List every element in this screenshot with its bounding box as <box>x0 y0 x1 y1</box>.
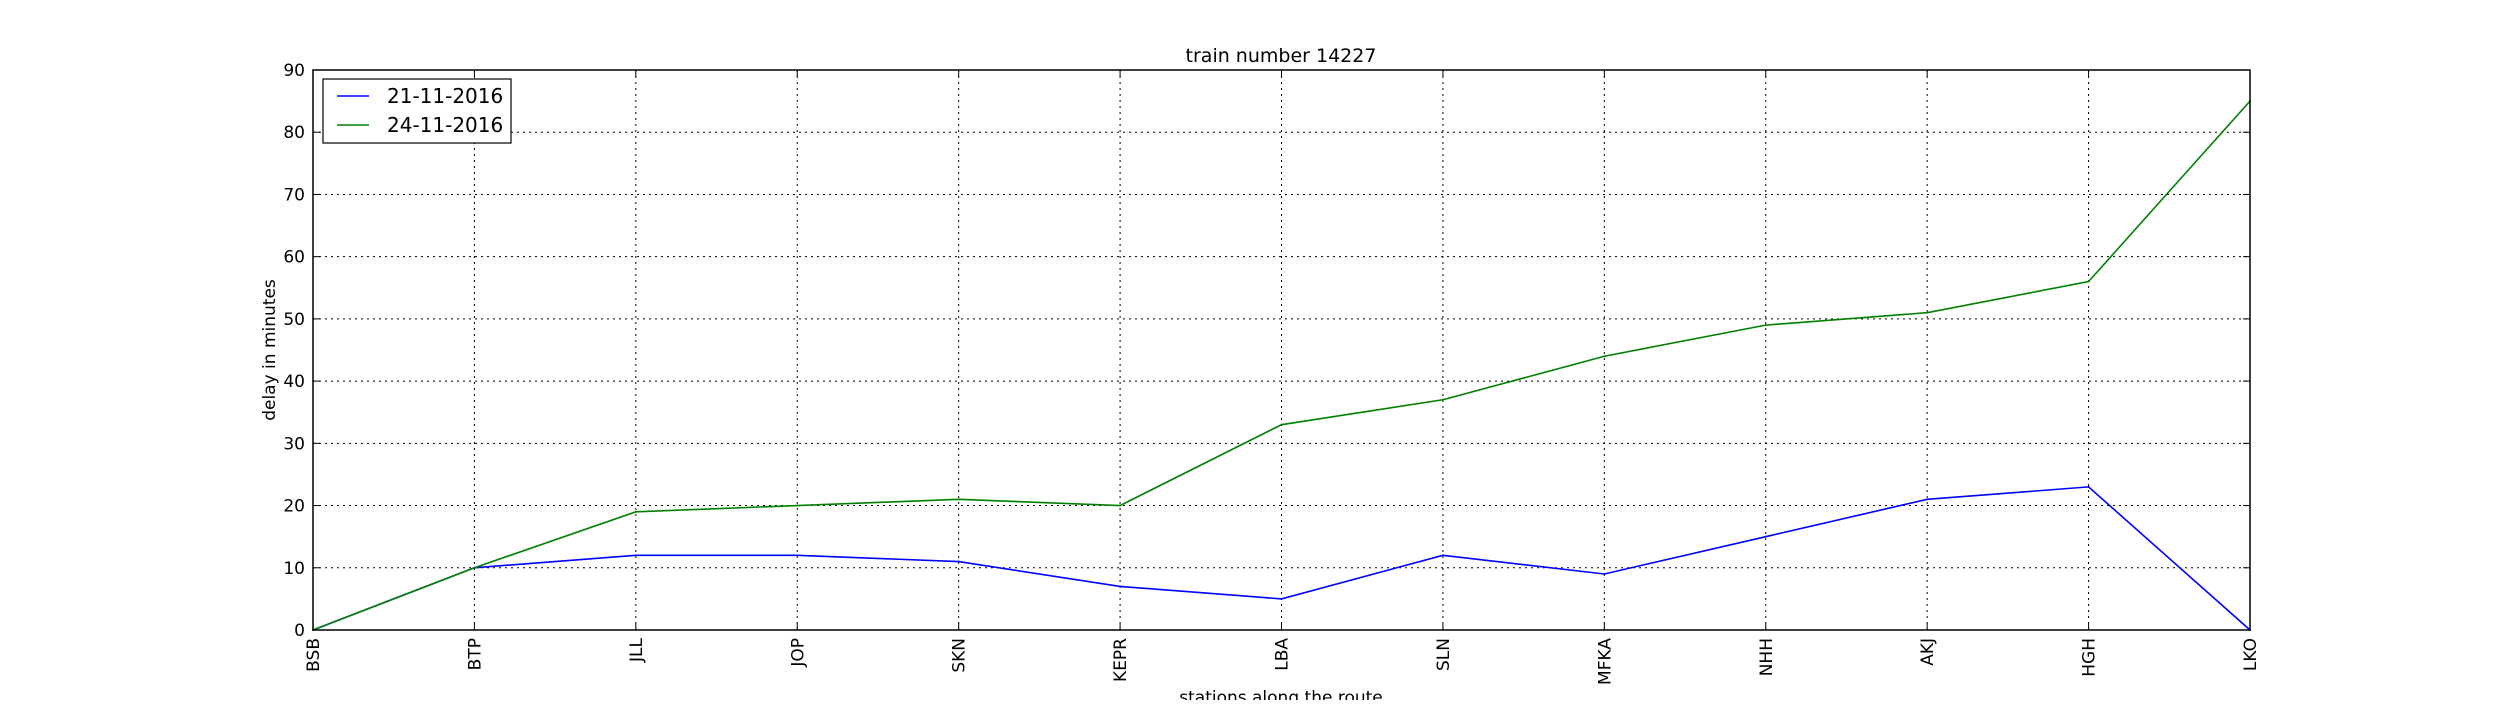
x-tick-label: BSB <box>304 638 324 672</box>
data-point <box>473 566 476 569</box>
data-point <box>1603 573 1606 575</box>
x-tick-label: MFKA <box>1595 638 1615 685</box>
series-lines <box>312 100 2251 631</box>
data-point <box>1119 585 1122 588</box>
x-axis-ticks: BSB BTP JLL JOP SKN KEPR LBA SLN MFKA NHH AKJ HGH LK… <box>304 70 2261 685</box>
data-point <box>796 554 799 557</box>
data-point <box>634 510 637 513</box>
y-axis-label: delay in minutes <box>260 279 280 421</box>
y-tick-label: 40 <box>283 372 305 392</box>
data-point <box>1764 535 1767 538</box>
y-tick-label: 30 <box>283 434 305 454</box>
data-point <box>1441 554 1444 557</box>
chart-title: train number 14227 <box>1186 45 1377 67</box>
legend-label: 24-11-2016 <box>387 113 503 137</box>
x-tick-label: BTP <box>465 638 485 670</box>
data-point <box>1603 355 1606 358</box>
data-point <box>1926 311 1929 314</box>
x-tick-label: SKN <box>950 638 970 673</box>
y-tick-label: 80 <box>283 123 305 143</box>
x-tick-label: LBA <box>1273 638 1293 671</box>
x-tick-label: SLN <box>1434 638 1454 671</box>
y-tick-label: 50 <box>283 310 305 330</box>
data-point <box>1926 498 1929 501</box>
grid <box>313 70 2250 630</box>
y-tick-label: 70 <box>283 185 305 205</box>
x-tick-label: JLL <box>627 637 647 662</box>
legend-label: 21-11-2016 <box>387 84 503 108</box>
data-point <box>1764 324 1767 327</box>
data-point <box>957 560 960 563</box>
data-point <box>1280 597 1283 600</box>
x-tick-label: HGH <box>2080 638 2100 677</box>
data-point <box>2087 280 2090 283</box>
x-tick-label: NHH <box>1757 638 1777 676</box>
data-point <box>1441 398 1444 401</box>
x-tick-label: KEPR <box>1111 638 1131 682</box>
data-point <box>796 504 799 507</box>
x-tick-label: LKO <box>2241 638 2261 671</box>
x-tick-label: AKJ <box>1918 638 1938 666</box>
y-tick-label: 90 <box>283 61 305 81</box>
y-tick-label: 60 <box>283 248 305 268</box>
y-axis-ticks: 0 10 20 30 40 50 60 70 80 90 <box>283 61 2250 641</box>
data-point <box>2087 485 2090 488</box>
y-tick-label: 0 <box>294 621 305 641</box>
y-tick-label: 20 <box>283 497 305 517</box>
data-point <box>1280 423 1283 426</box>
data-point <box>634 554 637 557</box>
x-axis-label: stations along the route <box>1179 688 1383 700</box>
x-tick-label: JOP <box>788 638 808 668</box>
data-point <box>1119 504 1122 507</box>
legend-frame <box>322 78 512 144</box>
legend: 21-11-2016 24-11-2016 <box>322 78 512 144</box>
y-tick-label: 10 <box>283 559 305 579</box>
data-point <box>957 498 960 501</box>
